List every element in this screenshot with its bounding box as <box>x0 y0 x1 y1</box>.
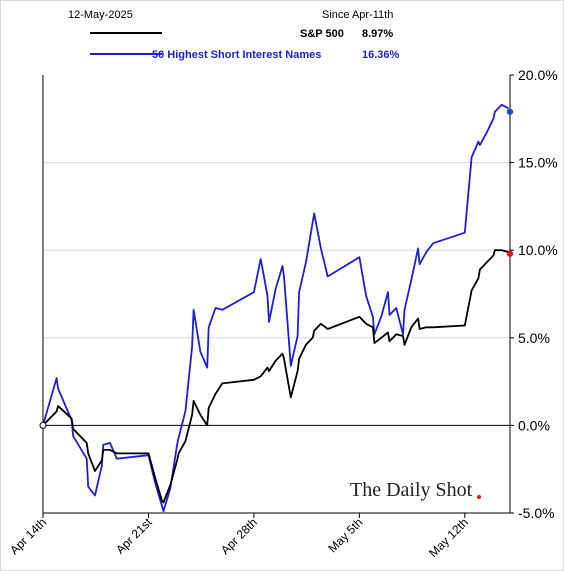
x-tick-label-1: Apr 21st <box>113 515 155 557</box>
series-end-marker-short-interest <box>506 108 514 115</box>
plot-area: -5.0% 0.0% 5.0% 10.0% 15.0% 20.0% Apr 14th Apr … <box>7 67 558 560</box>
legend-value-short-interest: 16.36% <box>362 49 400 61</box>
x-tick-label-0: Apr 14th <box>7 515 49 557</box>
legend-label-short-interest: 50 Highest Short Interest Names <box>152 49 321 61</box>
series-line-short-interest <box>42 103 509 513</box>
origin-marker <box>39 421 47 429</box>
y-tick-label-2: 5.0% <box>518 330 550 346</box>
y-tick-label-5: 20.0% <box>518 67 558 83</box>
x-tick-label-3: May 5th <box>325 515 365 555</box>
series-line-sp500 <box>42 249 509 504</box>
legend-value-sp500: 8.97% <box>362 28 393 40</box>
y-tick-label-1: 0.0% <box>518 417 550 433</box>
legend-label-sp500: S&P 500 <box>300 28 344 40</box>
brand-dot <box>477 495 481 499</box>
series-end-marker-sp500 <box>506 250 514 257</box>
y-tick-label-3: 10.0% <box>518 242 558 258</box>
header-date: 12-May-2025 <box>68 9 133 21</box>
x-tick-label-4: May 12th <box>426 515 471 560</box>
brand-logo: The Daily Shot <box>350 479 473 501</box>
y-tick-label-0: -5.0% <box>518 505 555 521</box>
y-tick-label-4: 15.0% <box>518 155 558 171</box>
header-since: Since Apr-11th <box>322 9 393 21</box>
x-tick-label-2: Apr 28th <box>218 515 260 557</box>
